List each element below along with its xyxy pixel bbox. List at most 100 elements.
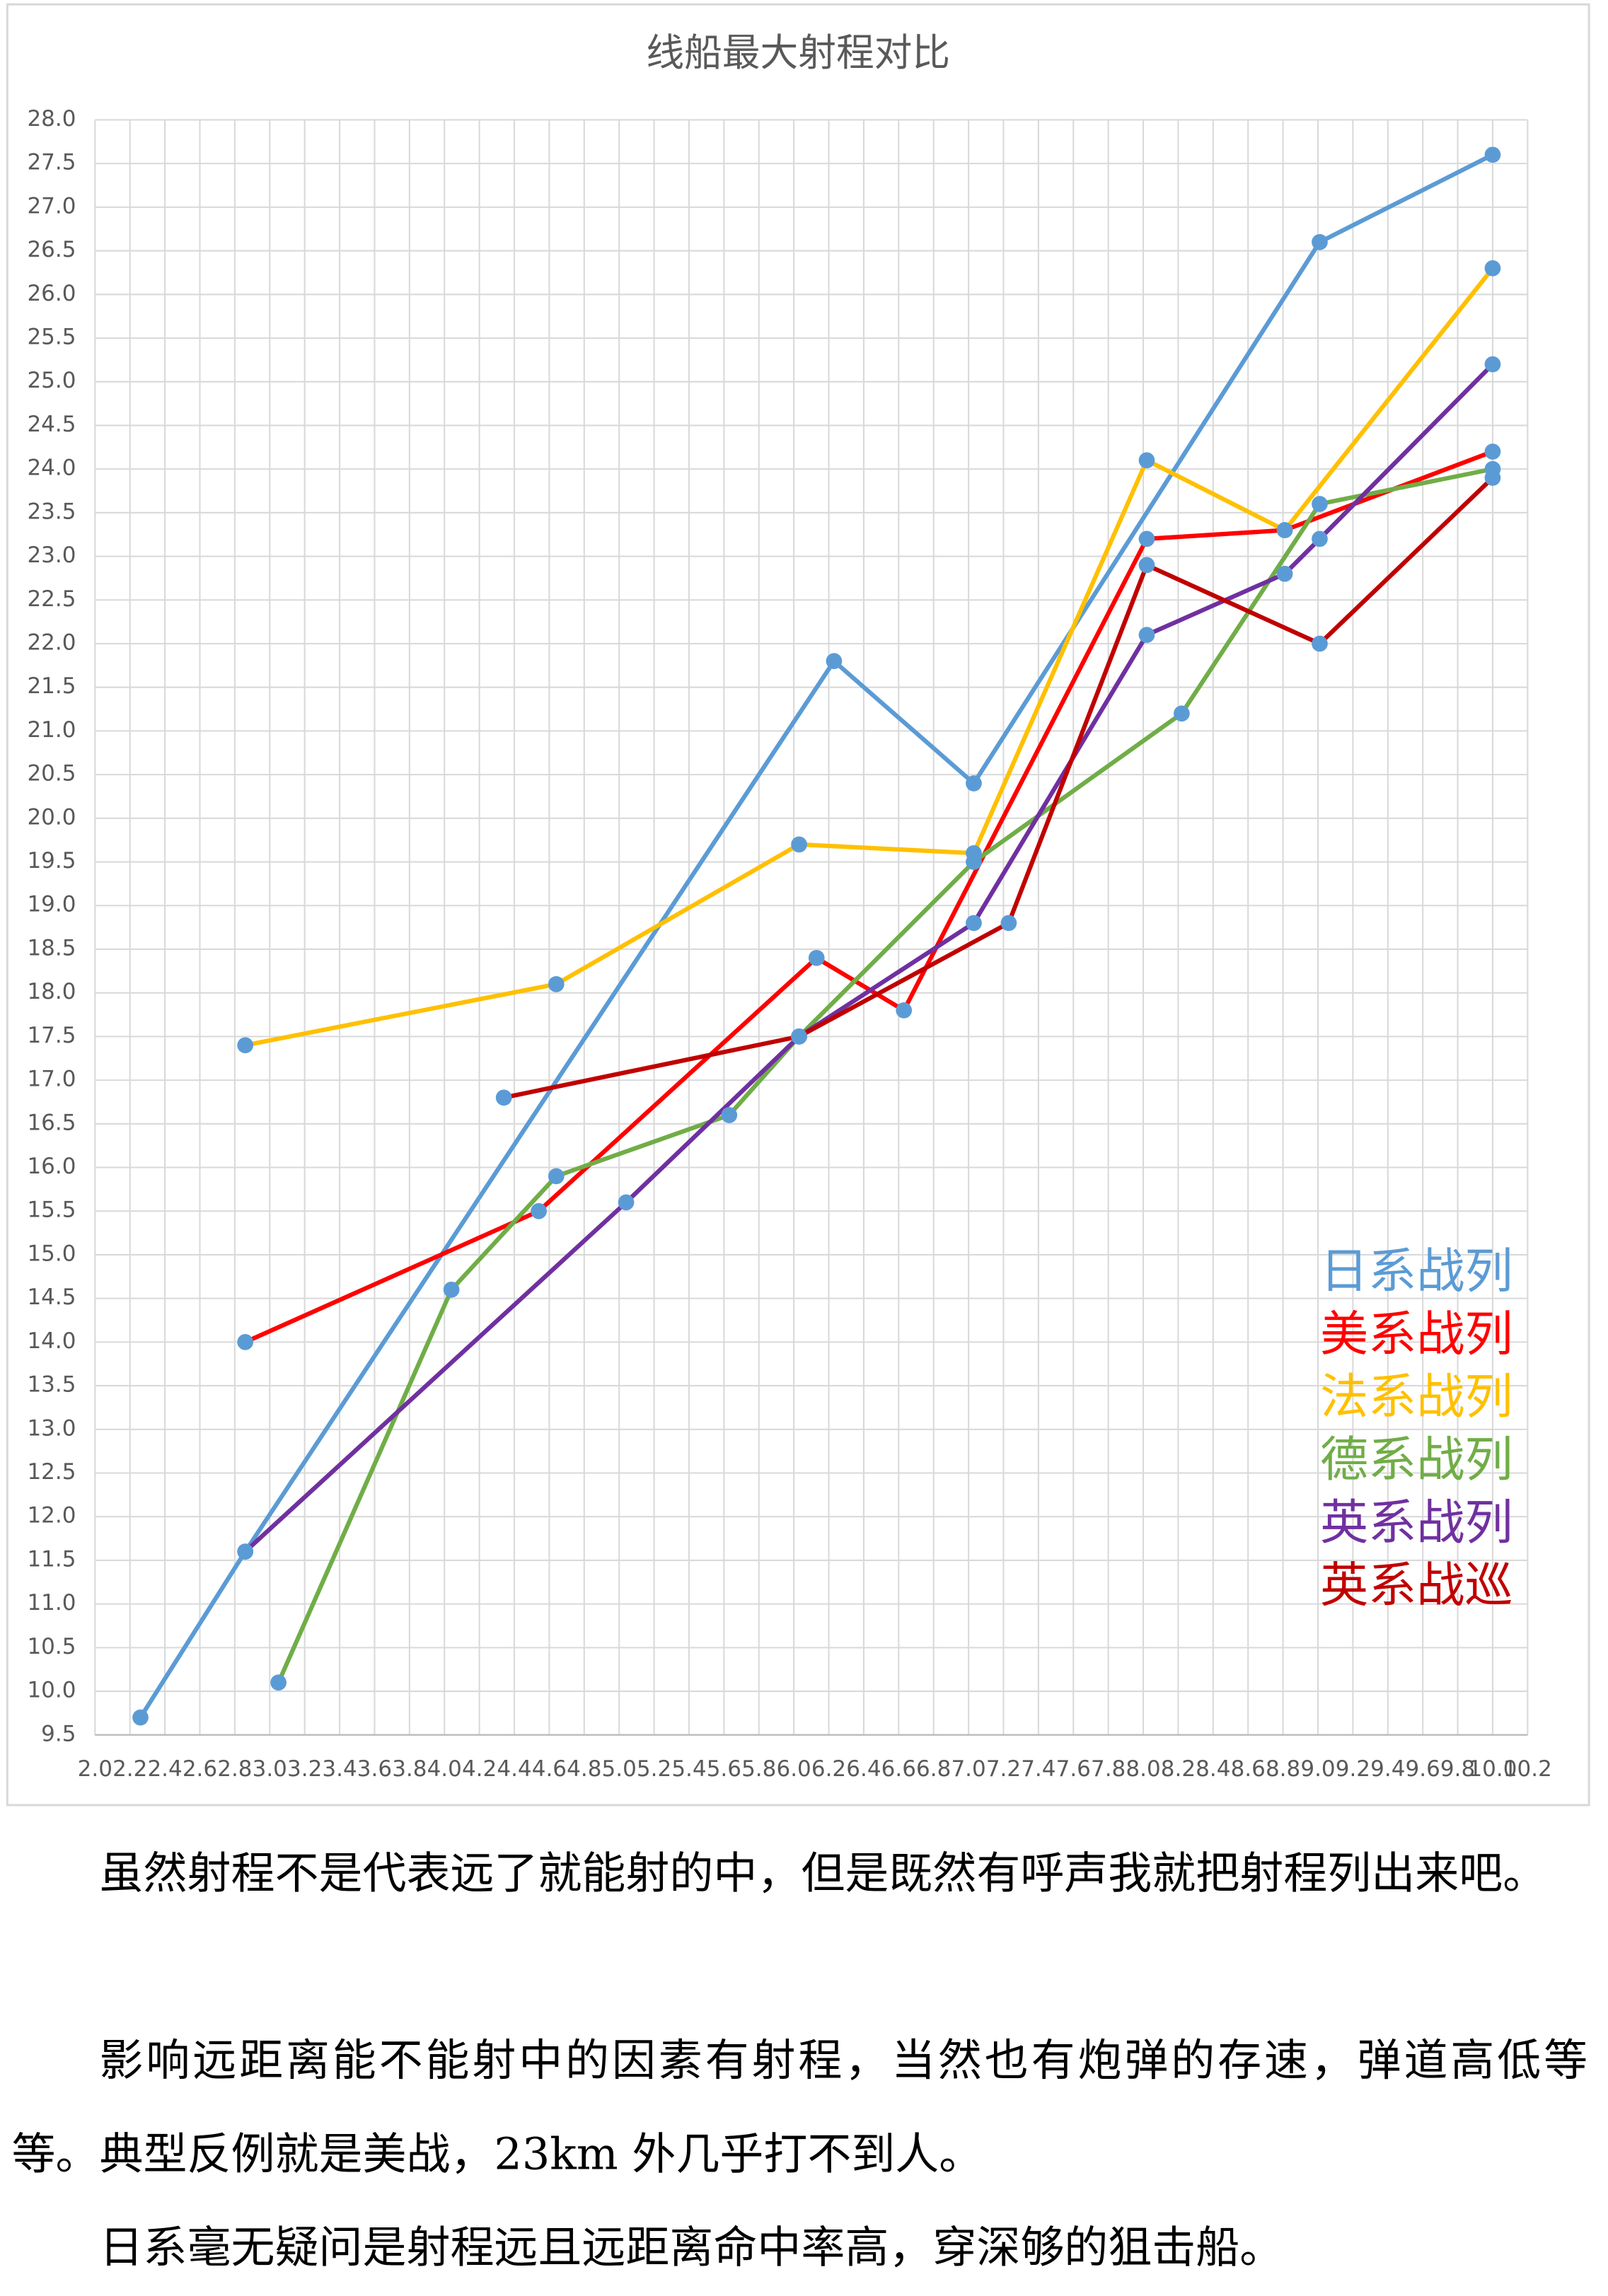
x-tick-label: 4.0 <box>427 1756 462 1782</box>
legend-entry: 德系战列 <box>1320 1432 1513 1488</box>
data-point <box>1138 530 1155 547</box>
y-tick-label: 14.5 <box>27 1285 76 1310</box>
y-tick-label: 24.5 <box>27 412 76 437</box>
legend-entry: 英系战列 <box>1320 1495 1513 1551</box>
data-point <box>1312 496 1328 512</box>
x-tick-label: 6.0 <box>776 1756 811 1782</box>
data-point <box>237 1334 254 1350</box>
paragraph: 日系毫无疑问是射程远且远距离命中率高，穿深够的狙击船。 <box>99 2222 1284 2275</box>
x-tick-label: 2.6 <box>183 1756 217 1782</box>
y-tick-label: 25.5 <box>27 324 76 349</box>
chart: 线船最大射程对比 9.5 10.0 10.5 11.0 11.5 12.0 12.5 13.0… <box>6 3 1590 1807</box>
data-point <box>618 1194 635 1211</box>
paragraph: 影响远距离能不能射中的因素有射程，当然也有炮弹的存速，弹道高低等等。典型反例就是… <box>11 2036 1588 2181</box>
y-tick-label: 19.0 <box>27 892 76 917</box>
y-tick-label: 23.0 <box>27 543 76 568</box>
y-tick-label: 12.5 <box>27 1459 76 1485</box>
y-tick-label: 19.5 <box>27 848 76 874</box>
y-tick-label: 27.5 <box>27 150 76 175</box>
y-tick-label: 12.0 <box>27 1503 76 1529</box>
x-tick-label: 4.8 <box>567 1756 601 1782</box>
data-point <box>531 1202 547 1219</box>
data-point <box>237 1037 254 1054</box>
y-tick-label: 15.0 <box>27 1241 76 1266</box>
x-tick-label: 10.0 <box>1468 1756 1517 1782</box>
data-point <box>808 949 825 966</box>
y-tick-label: 13.5 <box>27 1372 76 1398</box>
data-point <box>1484 260 1501 277</box>
data-point <box>966 915 982 932</box>
x-tick-label: 4.6 <box>532 1756 567 1782</box>
y-tick-label: 28.0 <box>27 106 76 132</box>
x-tick-label: 7.0 <box>951 1756 985 1782</box>
y-tick-label: 13.0 <box>27 1415 76 1441</box>
data-point <box>1174 705 1190 722</box>
x-tick-label: 9.6 <box>1406 1756 1440 1782</box>
data-point <box>1484 443 1501 460</box>
y-tick-label: 20.0 <box>27 804 76 830</box>
y-tick-label: 24.0 <box>27 456 76 481</box>
data-point <box>270 1674 287 1691</box>
x-tick-label: 5.8 <box>741 1756 776 1782</box>
y-tick-label: 26.0 <box>27 281 76 306</box>
y-tick-label: 26.5 <box>27 237 76 262</box>
x-tick-label: 3.6 <box>357 1756 392 1782</box>
x-tick-label: 5.0 <box>602 1756 637 1782</box>
x-tick-label: 9.2 <box>1336 1756 1370 1782</box>
y-tick-label: 16.5 <box>27 1110 76 1135</box>
data-point <box>1276 522 1293 538</box>
x-tick-label: 5.6 <box>707 1756 741 1782</box>
x-tick-label: 6.6 <box>881 1756 916 1782</box>
data-point <box>1138 557 1155 574</box>
x-tick-label: 6.4 <box>846 1756 881 1782</box>
data-point <box>1138 452 1155 469</box>
x-tick-label: 2.2 <box>112 1756 147 1782</box>
x-tick-label: 7.8 <box>1091 1756 1126 1782</box>
y-tick-label: 18.0 <box>27 979 76 1004</box>
chart-frame <box>6 3 1590 1807</box>
y-tick-label: 20.5 <box>27 761 76 787</box>
y-tick-label: 11.5 <box>27 1546 76 1572</box>
y-tick-label: 18.5 <box>27 935 76 961</box>
x-tick-label: 2.4 <box>147 1756 182 1782</box>
y-tick-label: 15.5 <box>27 1198 76 1223</box>
x-tick-label: 7.6 <box>1056 1756 1091 1782</box>
x-tick-label: 3.0 <box>253 1756 287 1782</box>
x-tick-label: 8.8 <box>1266 1756 1300 1782</box>
data-point <box>791 836 807 853</box>
legend-entry: 日系战列 <box>1320 1243 1513 1299</box>
x-tick-label: 4.4 <box>497 1756 531 1782</box>
data-point <box>896 1002 913 1019</box>
x-tick-label: 10.2 <box>1503 1756 1552 1782</box>
legend-entry: 英系战巡 <box>1320 1558 1513 1614</box>
data-point <box>826 653 843 670</box>
x-tick-label: 8.4 <box>1196 1756 1230 1782</box>
data-point <box>495 1089 512 1106</box>
x-tick-label: 2.8 <box>217 1756 252 1782</box>
paragraph: 虽然射程不是代表远了就能射的中，但是既然有呼声我就把射程列出来吧。 <box>99 1848 1547 1901</box>
y-tick-label: 14.0 <box>27 1328 76 1354</box>
x-tick-label: 8.6 <box>1231 1756 1266 1782</box>
series-line <box>503 476 1495 1100</box>
data-point <box>1312 233 1328 250</box>
y-tick-label: 21.0 <box>27 717 76 743</box>
y-tick-label: 11.0 <box>27 1590 76 1616</box>
data-point <box>1312 530 1328 547</box>
x-tick-label: 8.2 <box>1161 1756 1196 1782</box>
y-tick-label: 22.5 <box>27 586 76 612</box>
data-point <box>443 1281 460 1298</box>
y-tick-label: 21.5 <box>27 673 76 699</box>
data-point <box>791 1028 807 1045</box>
x-tick-label: 6.2 <box>811 1756 846 1782</box>
x-tick-label: 7.2 <box>986 1756 1021 1782</box>
y-tick-label: 25.0 <box>27 368 76 393</box>
data-point <box>1276 565 1293 582</box>
x-tick-label: 7.4 <box>1021 1756 1055 1782</box>
x-tick-label: 2.0 <box>78 1756 112 1782</box>
y-tick-label: 10.0 <box>27 1678 76 1703</box>
data-point <box>132 1709 149 1726</box>
data-point <box>1312 635 1328 652</box>
data-point <box>1000 915 1017 932</box>
